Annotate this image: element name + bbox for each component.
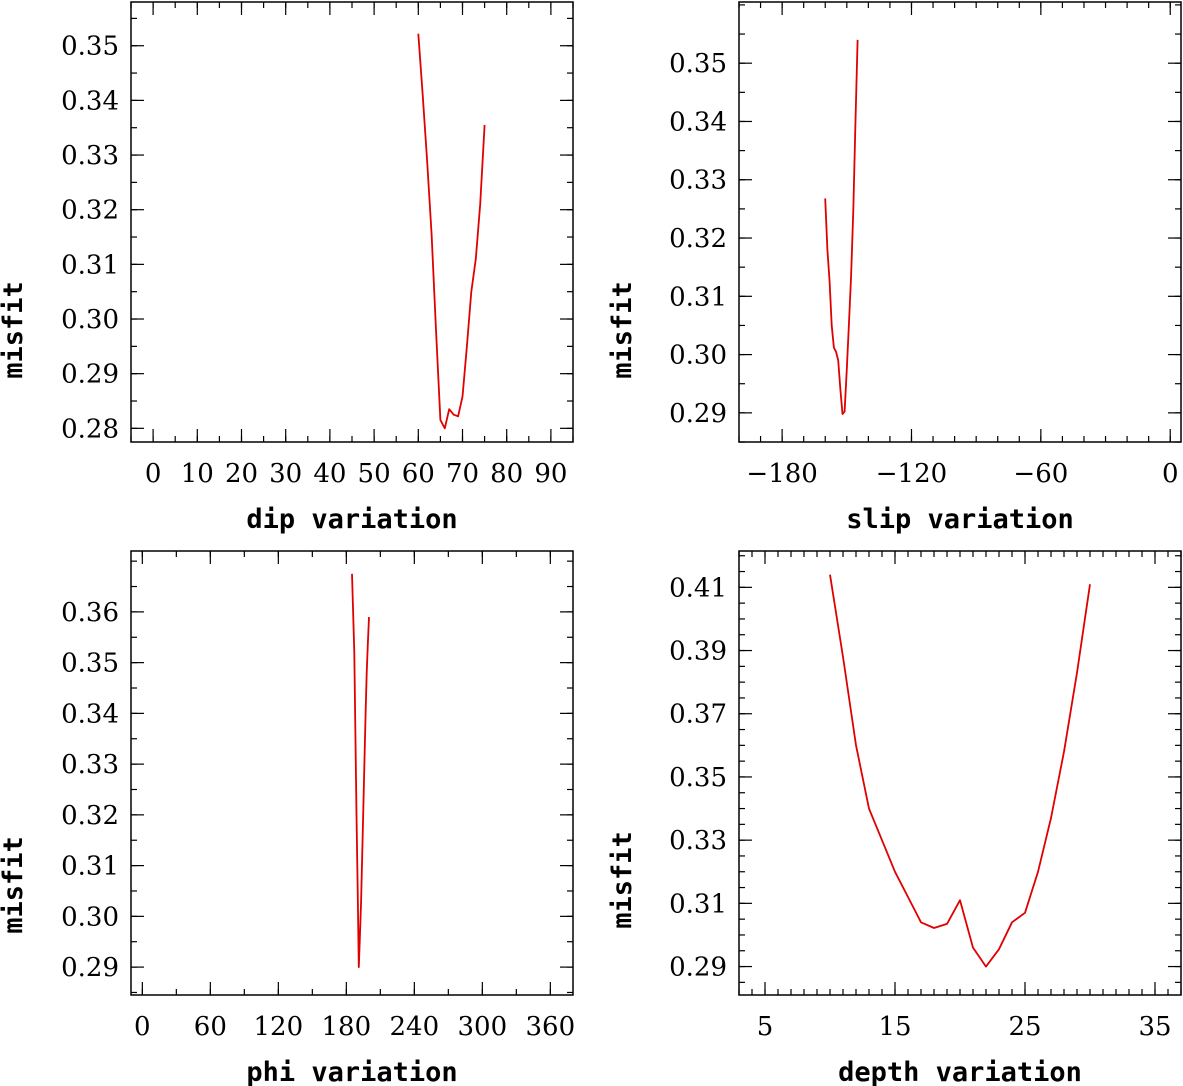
slip-x-tick-label: −60 (1013, 459, 1068, 489)
dip-x-tick-label: 40 (313, 459, 346, 489)
dip-x-tick-label: 20 (225, 459, 258, 489)
phi-y-tick-label: 0.29 (61, 953, 119, 983)
dip-x-tick-label: 80 (490, 459, 523, 489)
depth-x-tick-label: 35 (1138, 1012, 1171, 1042)
phi-y-tick-label: 0.32 (61, 801, 119, 831)
dip-y-tick-label: 0.31 (61, 250, 119, 280)
depth-misfit-line (829, 574, 1091, 968)
dip-y-tick-label: 0.34 (61, 86, 119, 116)
dip-plot-frame (130, 1, 574, 443)
dip-y-axis-title: misfit (0, 281, 29, 379)
slip-x-tick-label: −120 (876, 459, 947, 489)
depth-y-tick-label: 0.41 (669, 573, 727, 603)
phi-y-tick-label: 0.33 (61, 750, 119, 780)
phi-y-tick-label: 0.30 (61, 902, 119, 932)
dip-x-tick-label: 50 (358, 459, 391, 489)
panel-slip: −180 −120 −60 0 0.29 0.30 0.31 0.32 0.33 0.34 0.35… (607, 1, 1182, 535)
panel-phi: 0 60 120 180 240 300 360 0.29 0.30 0.31 0.32 0.33 0.… (0, 550, 576, 1086)
depth-y-tick-label: 0.37 (669, 700, 727, 730)
slip-y-tick-label: 0.34 (669, 107, 727, 137)
slip-y-tick-label: 0.30 (669, 341, 727, 371)
phi-x-axis-title: phi variation (246, 1057, 457, 1086)
depth-y-axis-title: misfit (607, 831, 638, 929)
depth-y-tick-label: 0.33 (669, 826, 727, 856)
slip-y-tick-label: 0.31 (669, 282, 727, 312)
dip-y-tick-label: 0.29 (61, 360, 119, 390)
slip-x-axis-title: slip variation (846, 504, 1074, 535)
depth-x-tick-label: 25 (1008, 1012, 1041, 1042)
slip-y-tick-label: 0.29 (669, 399, 727, 429)
depth-y-tick-label: 0.35 (669, 763, 727, 793)
panel-dip: 0 10 20 30 40 50 60 70 80 90 0.28 0.29 0.30 0.31 0.32 0… (0, 1, 574, 535)
slip-misfit-line (824, 39, 859, 415)
dip-x-tick-label: 0 (145, 459, 162, 489)
phi-x-tick-label: 0 (134, 1012, 151, 1042)
dip-x-tick-label: 90 (534, 459, 567, 489)
depth-x-axis-title: depth variation (838, 1057, 1082, 1086)
slip-y-tick-label: 0.33 (669, 166, 727, 196)
phi-x-tick-label: 360 (526, 1012, 576, 1042)
phi-plot-frame (130, 550, 574, 996)
depth-x-tick-label: 15 (878, 1012, 911, 1042)
dip-misfit-line (417, 33, 486, 430)
dip-x-tick-label: 10 (181, 459, 214, 489)
panel-depth: 5 15 25 35 0.29 0.31 0.33 0.35 0.37 0.39 0.41 depth… (607, 550, 1182, 1086)
phi-y-axis-title: misfit (0, 836, 29, 934)
phi-y-tick-label: 0.36 (61, 598, 119, 628)
phi-x-tick-label: 180 (322, 1012, 372, 1042)
dip-x-tick-label: 30 (269, 459, 302, 489)
phi-y-tick-label: 0.31 (61, 852, 119, 882)
dip-y-tick-label: 0.32 (61, 196, 119, 226)
depth-plot-frame (738, 550, 1182, 996)
phi-x-tick-label: 60 (194, 1012, 227, 1042)
phi-x-tick-label: 120 (254, 1012, 304, 1042)
slip-y-tick-label: 0.32 (669, 224, 727, 254)
depth-y-tick-label: 0.39 (669, 637, 727, 667)
dip-y-tick-label: 0.33 (61, 141, 119, 171)
phi-x-tick-label: 300 (458, 1012, 508, 1042)
dip-x-tick-label: 60 (402, 459, 435, 489)
phi-y-tick-label: 0.34 (61, 699, 119, 729)
depth-y-tick-label: 0.29 (669, 953, 727, 983)
phi-x-tick-label: 240 (390, 1012, 440, 1042)
slip-plot-frame (738, 1, 1182, 443)
dip-y-tick-label: 0.28 (61, 414, 119, 444)
dip-y-tick-label: 0.35 (61, 32, 119, 62)
slip-y-axis-title: misfit (607, 281, 638, 379)
phi-y-tick-label: 0.35 (61, 649, 119, 679)
dip-x-tick-label: 70 (446, 459, 479, 489)
slip-x-tick-label: 0 (1162, 459, 1179, 489)
dip-x-axis-title: dip variation (246, 504, 457, 535)
depth-x-tick-label: 5 (757, 1012, 774, 1042)
depth-y-tick-label: 0.31 (669, 889, 727, 919)
dip-y-tick-label: 0.30 (61, 305, 119, 335)
slip-y-tick-label: 0.35 (669, 49, 727, 79)
slip-x-tick-label: −180 (746, 459, 817, 489)
phi-misfit-line (351, 573, 370, 968)
